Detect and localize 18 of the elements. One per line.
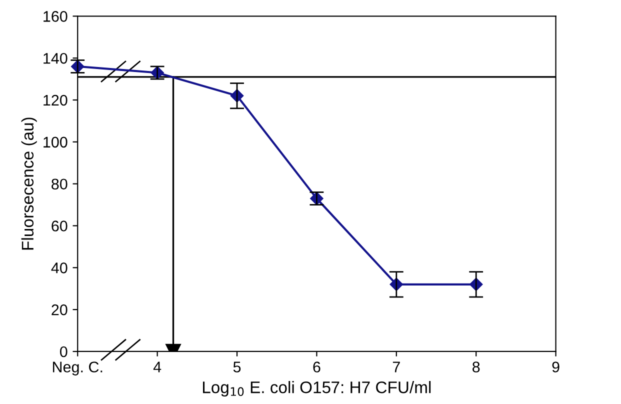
y-tick-label: 80 xyxy=(52,178,68,190)
x-tick-label: Neg. C. xyxy=(52,362,102,376)
x-tick-label: 9 xyxy=(552,362,560,372)
y-tick-label: 20 xyxy=(52,304,68,316)
y-tick-label: 0 xyxy=(60,346,68,358)
y-tick-label: 100 xyxy=(44,136,68,148)
x-tick-label: 5 xyxy=(233,362,241,372)
y-tick-label: 120 xyxy=(44,94,68,106)
x-tick-label: 6 xyxy=(313,362,320,372)
x-tick-label: 8 xyxy=(472,362,480,372)
x-tick-label: 4 xyxy=(153,362,162,372)
x-tick-label: 7 xyxy=(392,362,400,372)
y-tick-label: 60 xyxy=(52,220,68,232)
x-axis-title: Log$_{10}$ E. coli O157: H7 CFU/ml xyxy=(202,381,431,397)
y-axis-title: Fluorsecence (au) xyxy=(21,118,37,250)
y-tick-label: 140 xyxy=(44,52,68,64)
y-tick-label: 160 xyxy=(44,11,68,22)
y-tick-label: 40 xyxy=(51,262,68,274)
